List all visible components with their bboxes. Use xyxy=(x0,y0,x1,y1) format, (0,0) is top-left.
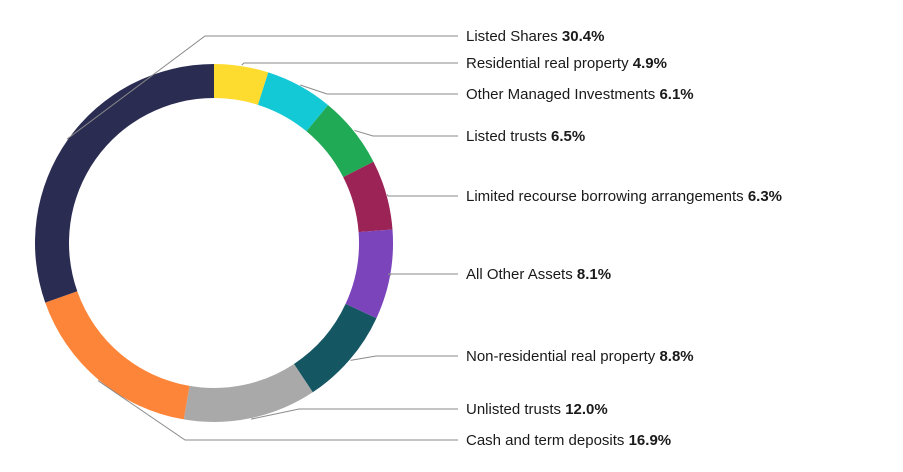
slice-label-name: Unlisted trusts xyxy=(466,401,565,418)
slice-unlisted-trusts xyxy=(183,363,313,422)
slice-label-name: Other Managed Investments xyxy=(466,86,659,103)
slice-other-managed-investments xyxy=(257,72,329,132)
slice-label: Cash and term deposits 16.9% xyxy=(466,432,671,449)
slice-label: Listed Shares 30.4% xyxy=(466,28,604,45)
leader-line xyxy=(241,62,458,66)
leader-line xyxy=(66,35,458,140)
leader-line xyxy=(350,355,458,361)
slice-label-value: 30.4% xyxy=(562,28,605,45)
slice-label: Limited recourse borrowing arrangements … xyxy=(466,188,782,205)
slice-cash-and-term-deposits xyxy=(45,291,190,420)
slice-label-name: Non-residential real property xyxy=(466,348,659,365)
slice-label-name: Listed trusts xyxy=(466,128,551,145)
slice-label-name: Residential real property xyxy=(466,55,633,72)
slice-all-other-assets xyxy=(345,229,393,319)
slice-label-value: 6.1% xyxy=(659,86,693,103)
slice-label: Listed trusts 6.5% xyxy=(466,128,585,145)
slice-label: All Other Assets 8.1% xyxy=(466,266,611,283)
slice-label: Unlisted trusts 12.0% xyxy=(466,401,608,418)
leader-line xyxy=(387,273,458,276)
slice-label: Non-residential real property 8.8% xyxy=(466,348,694,365)
slice-label-value: 6.5% xyxy=(551,128,585,145)
slice-label-value: 6.3% xyxy=(748,188,782,205)
slice-non-residential-real-property xyxy=(293,303,377,393)
leader-lines xyxy=(66,35,458,441)
slice-residential-real-property xyxy=(214,64,269,105)
leader-line xyxy=(354,129,458,137)
leader-line xyxy=(97,380,458,441)
slice-label-name: Listed Shares xyxy=(466,28,562,45)
slice-label-name: Cash and term deposits xyxy=(466,432,629,449)
donut-slices xyxy=(34,64,393,422)
slice-label-value: 4.9% xyxy=(633,55,667,72)
leader-line xyxy=(300,84,458,95)
slice-listed-shares xyxy=(34,64,214,303)
slice-label: Other Managed Investments 6.1% xyxy=(466,86,694,103)
slice-limited-recourse-borrowing-arrangements xyxy=(343,161,393,233)
slice-listed-trusts xyxy=(306,105,374,178)
slice-label-name: All Other Assets xyxy=(466,266,577,283)
slice-label-value: 8.1% xyxy=(577,266,611,283)
slice-label-name: Limited recourse borrowing arrangements xyxy=(466,188,748,205)
slice-label-value: 16.9% xyxy=(629,432,672,449)
leader-line xyxy=(386,194,458,197)
slice-label-value: 12.0% xyxy=(565,401,608,418)
slice-label-value: 8.8% xyxy=(659,348,693,365)
slice-label: Residential real property 4.9% xyxy=(466,55,667,72)
leader-line xyxy=(250,408,458,420)
